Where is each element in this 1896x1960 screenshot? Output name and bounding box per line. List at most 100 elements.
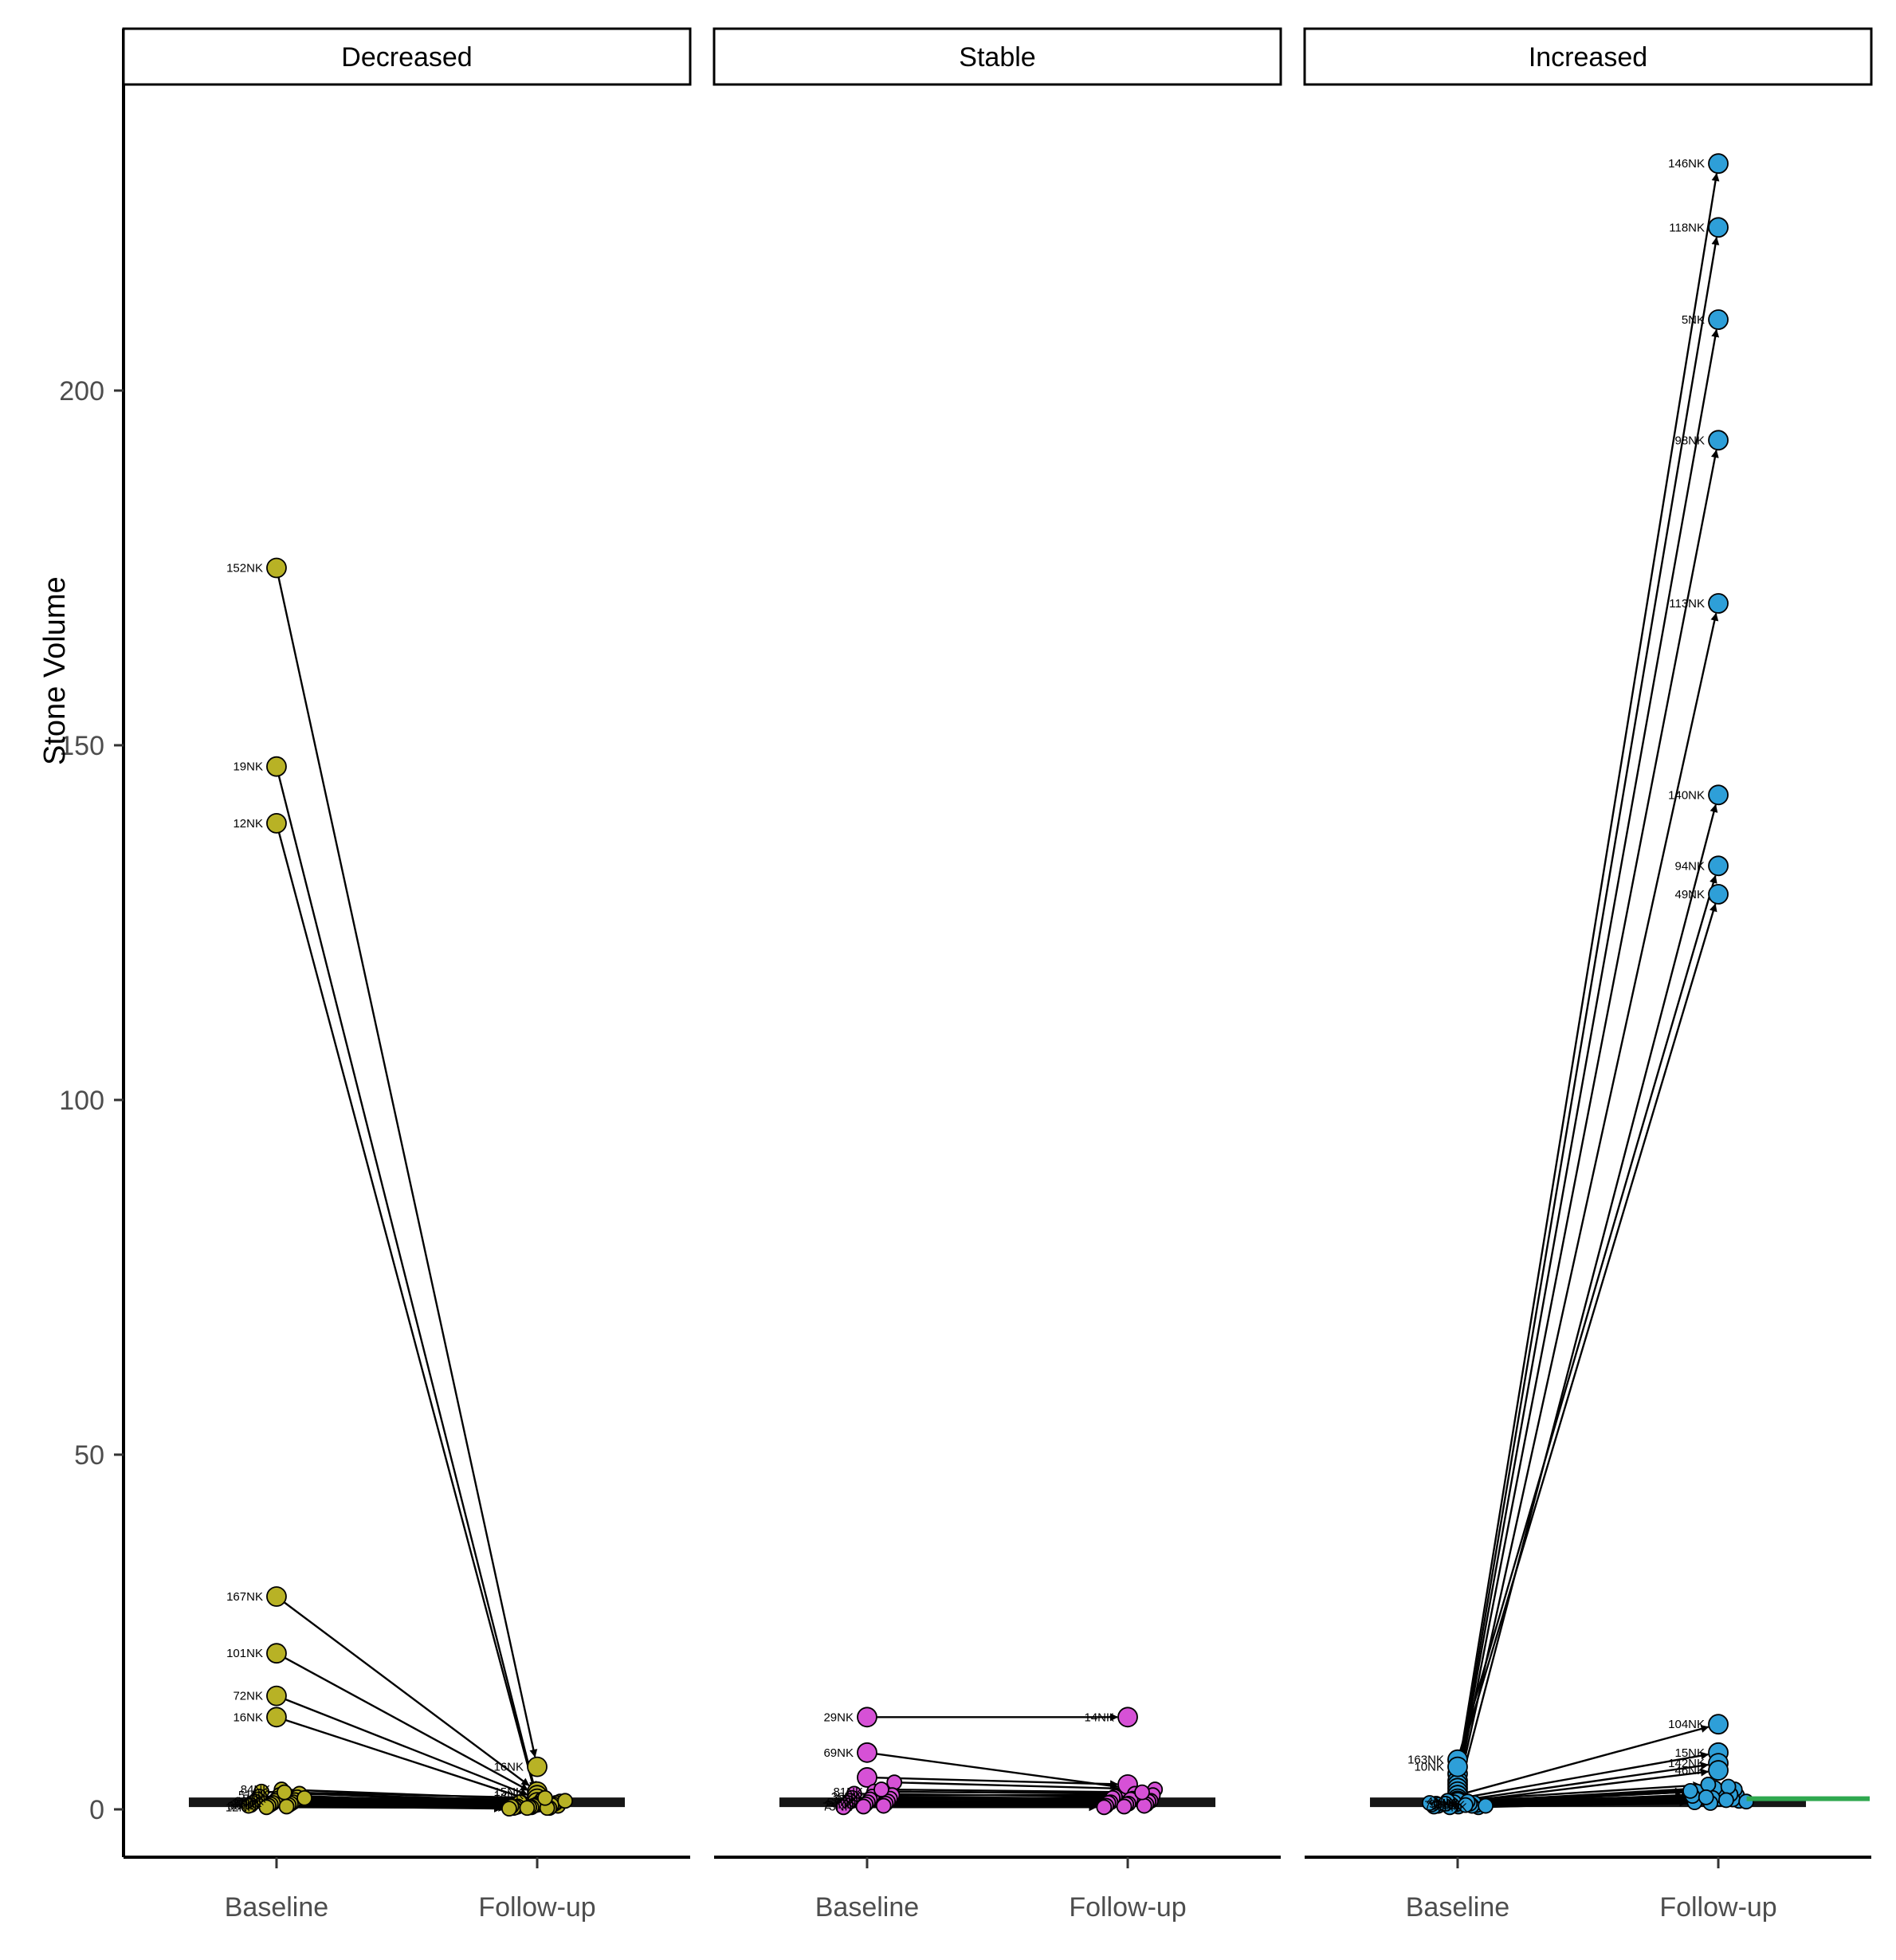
data-point: [527, 1756, 548, 1777]
data-point: [1708, 1760, 1729, 1781]
point-label: 101NK: [226, 1647, 263, 1660]
panel-increased: Increased Baseline Follow-up 146NK 118NK 5NK 9…: [1303, 27, 1873, 1923]
data-point: [266, 1586, 287, 1607]
data-point: [1682, 1782, 1698, 1799]
y-tick-label: 100: [59, 1086, 104, 1116]
data-point: [537, 1789, 553, 1806]
point-label: 73NK: [822, 1800, 853, 1813]
data-point: [266, 557, 287, 579]
data-point: [875, 1797, 892, 1814]
data-point: [240, 1797, 257, 1814]
point-label: 94NK: [1674, 859, 1705, 873]
point-label: 31NK: [1435, 1799, 1466, 1813]
point-label: 81NK: [833, 1785, 863, 1799]
pair-line: [1456, 903, 1717, 1767]
data-point: [1437, 1795, 1454, 1812]
data-point: [1708, 855, 1729, 877]
pair-line: [1457, 1762, 1710, 1802]
point-label: 7NK: [243, 1793, 266, 1806]
point-label: 92NK: [1429, 1797, 1459, 1811]
facet-strip: [1303, 27, 1873, 86]
facet-strip: [712, 27, 1282, 86]
pair-line: [866, 1776, 1119, 1789]
data-point: [266, 1685, 287, 1707]
x-tick-label: Follow-up: [1659, 1892, 1776, 1923]
data-point: [258, 1799, 275, 1816]
point-label: 57NK: [826, 1796, 857, 1809]
data-point: [857, 1742, 877, 1763]
point-label: 45NK: [1427, 1795, 1457, 1809]
pair-line: [1465, 1796, 1719, 1806]
facet-strip-label: Increased: [1529, 42, 1647, 73]
point-label: 72NK: [233, 1690, 263, 1703]
pair-line: [1457, 1725, 1710, 1797]
point-label: 46NK: [1674, 1764, 1705, 1777]
pair-line: [894, 1781, 1148, 1793]
pair-line: [1456, 450, 1719, 1789]
data-point: [1700, 1776, 1717, 1793]
data-point: [278, 1798, 295, 1815]
pair-line: [1456, 612, 1719, 1793]
point-label: 113NK: [1669, 597, 1705, 611]
point-label: 88NK: [1438, 1801, 1468, 1814]
data-point: [1134, 1784, 1150, 1801]
data-point: [857, 1707, 877, 1728]
point-label: 36NK: [831, 1790, 862, 1804]
point-label: 118NK: [1669, 221, 1705, 234]
pair-line: [1456, 803, 1718, 1796]
pair-line: [1456, 173, 1720, 1774]
pair-line: [1456, 237, 1720, 1781]
x-tick-label: Baseline: [225, 1892, 328, 1923]
point-label: 10NK: [1414, 1761, 1444, 1774]
data-point: [1117, 1707, 1138, 1728]
point-label: 51NK: [238, 1789, 269, 1802]
x-tick-label: Baseline: [1406, 1892, 1509, 1923]
point-label: 9NK: [835, 1793, 858, 1807]
data-point: [1457, 1797, 1474, 1813]
point-label: 167NK: [226, 1590, 263, 1604]
point-label: 16NK: [233, 1711, 263, 1724]
data-point: [1708, 784, 1729, 806]
pair-line: [1447, 1781, 1702, 1802]
data-point: [1708, 309, 1729, 330]
point-label: 38NK: [228, 1800, 258, 1813]
point-label: 142NK: [1668, 1757, 1705, 1770]
point-label: 163NK: [1407, 1754, 1444, 1767]
point-label: 15NK: [1674, 1746, 1705, 1760]
pair-line: [276, 1695, 528, 1797]
data-point: [1708, 430, 1729, 451]
data-point: [835, 1799, 852, 1816]
x-tick-label: Baseline: [815, 1892, 919, 1923]
point-label: 14NK: [1084, 1711, 1114, 1724]
point-label: 12NK: [226, 1801, 256, 1814]
point-label: 70NK: [1424, 1799, 1454, 1813]
pair-line: [1457, 1751, 1710, 1800]
point-label: 64NK: [1433, 1797, 1463, 1810]
x-tick-label: Follow-up: [478, 1892, 595, 1923]
data-point: [1708, 593, 1729, 614]
y-axis-title: Stone Volume: [38, 576, 72, 765]
panel-decreased: Decreased Baseline Follow-up 152NK 16NK 19NK 1…: [122, 27, 692, 1923]
pair-line: [276, 1716, 528, 1801]
data-point: [1096, 1799, 1113, 1816]
pair-line: [276, 1596, 530, 1786]
point-label: 104NK: [1668, 1718, 1705, 1731]
point-label: 23NK: [232, 1797, 262, 1810]
point-label: 95NK: [230, 1798, 260, 1812]
data-point: [266, 1643, 287, 1664]
point-label: 29NK: [823, 1711, 854, 1724]
point-label: 84NK: [241, 1783, 271, 1797]
facet-strip-label: Stable: [959, 42, 1035, 73]
pair-line: [275, 823, 537, 1792]
point-label: 15NK: [493, 1785, 524, 1799]
data-point: [1708, 153, 1729, 175]
data-point: [1698, 1789, 1714, 1805]
y-tick-label: 200: [59, 376, 104, 407]
pair-line: [1456, 874, 1717, 1761]
y-tick-label: 150: [59, 731, 104, 761]
pair-line: [275, 766, 537, 1790]
data-point: [1478, 1797, 1494, 1814]
point-label: 152NK: [226, 562, 263, 575]
data-point: [1136, 1797, 1152, 1814]
